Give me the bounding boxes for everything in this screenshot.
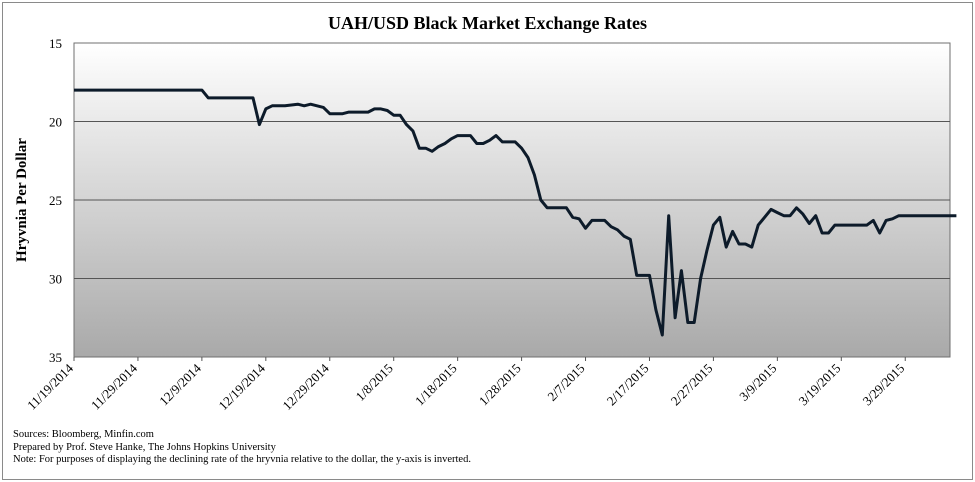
x-tick-label: 12/9/2014 (156, 360, 204, 408)
x-tick-label: 2/27/2015 (668, 361, 716, 409)
y-tick-label: 20 (49, 115, 62, 130)
x-tick-label: 3/19/2015 (796, 361, 844, 409)
y-axis-label: Hryvnia Per Dollar (14, 138, 30, 262)
x-tick-label: 3/9/2015 (736, 361, 779, 404)
x-tick-label: 12/19/2014 (215, 360, 268, 413)
x-tick-label: 12/29/2014 (279, 360, 332, 413)
x-tick-label: 3/29/2015 (859, 361, 907, 409)
y-tick-label: 25 (49, 193, 62, 208)
x-tick-label: 2/17/2015 (604, 361, 652, 409)
prepared-note: Prepared by Prof. Steve Hanke, The Johns… (13, 441, 276, 453)
axis-note: Note: For purposes of displaying the dec… (13, 454, 471, 465)
x-tick-label: 1/8/2015 (353, 361, 396, 404)
sources-note: Sources: Bloomberg, Minfin.com (13, 429, 154, 440)
x-tick-label: 1/28/2015 (476, 361, 524, 409)
chart-notes: Sources: Bloomberg, Minfin.com Prepared … (13, 429, 471, 467)
y-tick-label: 35 (49, 350, 62, 365)
y-tick-label: 30 (49, 272, 62, 287)
x-tick-label: 11/19/2014 (24, 360, 76, 412)
x-tick-label: 11/29/2014 (88, 360, 140, 412)
y-tick-label: 15 (49, 36, 62, 51)
x-tick-label: 1/18/2015 (412, 361, 460, 409)
series-line (74, 88, 957, 337)
x-tick-label: 2/7/2015 (544, 361, 587, 404)
chart-title: UAH/USD Black Market Exchange Rates (328, 13, 647, 33)
